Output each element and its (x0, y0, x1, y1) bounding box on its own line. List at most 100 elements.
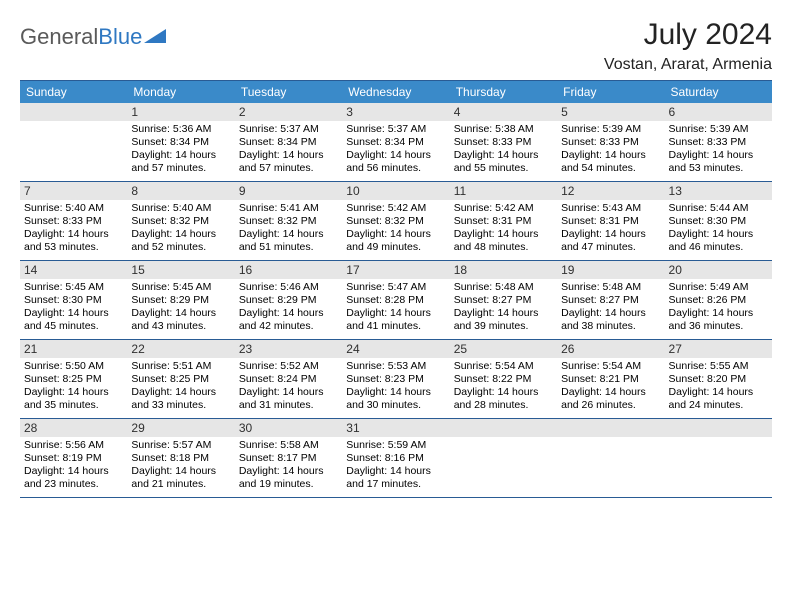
cell-line: Daylight: 14 hours and 48 minutes. (454, 228, 553, 254)
cell-line: Daylight: 14 hours and 39 minutes. (454, 307, 553, 333)
day-number: 28 (20, 419, 127, 437)
day-number: 23 (235, 340, 342, 358)
cell-line: Sunrise: 5:40 AM (24, 202, 123, 215)
calendar-cell: 22Sunrise: 5:51 AMSunset: 8:25 PMDayligh… (127, 340, 234, 418)
day-number: 10 (342, 182, 449, 200)
day-number: 18 (450, 261, 557, 279)
cell-line: Sunset: 8:24 PM (239, 373, 338, 386)
cell-line: Sunset: 8:34 PM (346, 136, 445, 149)
cell-line: Sunset: 8:33 PM (24, 215, 123, 228)
cell-line: Daylight: 14 hours and 54 minutes. (561, 149, 660, 175)
cell-line: Sunrise: 5:48 AM (454, 281, 553, 294)
cell-line: Sunrise: 5:56 AM (24, 439, 123, 452)
calendar-cell: 3Sunrise: 5:37 AMSunset: 8:34 PMDaylight… (342, 103, 449, 181)
day-header: Saturday (665, 81, 772, 103)
cell-line: Sunrise: 5:55 AM (669, 360, 768, 373)
cell-line: Daylight: 14 hours and 57 minutes. (239, 149, 338, 175)
cell-line: Sunrise: 5:47 AM (346, 281, 445, 294)
day-number (20, 103, 127, 121)
day-number: 30 (235, 419, 342, 437)
calendar-cell: 1Sunrise: 5:36 AMSunset: 8:34 PMDaylight… (127, 103, 234, 181)
week-row: 7Sunrise: 5:40 AMSunset: 8:33 PMDaylight… (20, 182, 772, 261)
cell-line: Sunrise: 5:45 AM (24, 281, 123, 294)
calendar-cell: 21 Sunrise: 5:50 AMSunset: 8:25 PMDayligh… (20, 340, 127, 418)
logo-triangle-icon (144, 23, 166, 49)
cell-line: Sunrise: 5:59 AM (346, 439, 445, 452)
calendar-cell: 16Sunrise: 5:46 AMSunset: 8:29 PMDayligh… (235, 261, 342, 339)
cell-line: Daylight: 14 hours and 35 minutes. (24, 386, 123, 412)
logo: GeneralBlue (20, 18, 166, 50)
cell-line: Daylight: 14 hours and 55 minutes. (454, 149, 553, 175)
calendar-cell: 11Sunrise: 5:42 AMSunset: 8:31 PMDayligh… (450, 182, 557, 260)
calendar-cell: 18Sunrise: 5:48 AMSunset: 8:27 PMDayligh… (450, 261, 557, 339)
cell-line: Sunrise: 5:40 AM (131, 202, 230, 215)
cell-line: Daylight: 14 hours and 49 minutes. (346, 228, 445, 254)
cell-line: Sunset: 8:30 PM (24, 294, 123, 307)
day-number: 22 (127, 340, 234, 358)
cell-line: Sunset: 8:33 PM (454, 136, 553, 149)
day-number: 1 (127, 103, 234, 121)
cell-body: Sunrise: 5:55 AMSunset: 8:20 PMDaylight:… (665, 358, 772, 418)
cell-body: Sunrise: 5:40 AMSunset: 8:33 PMDaylight:… (20, 200, 127, 260)
cell-body: Sunrise: 5:41 AMSunset: 8:32 PMDaylight:… (235, 200, 342, 260)
cell-line: Sunrise: 5:50 AM (24, 360, 123, 373)
cell-line: Daylight: 14 hours and 19 minutes. (239, 465, 338, 491)
calendar-cell (20, 103, 127, 181)
cell-line: Sunset: 8:26 PM (669, 294, 768, 307)
cell-line: Sunset: 8:25 PM (131, 373, 230, 386)
cell-body: Sunrise: 5:57 AMSunset: 8:18 PMDaylight:… (127, 437, 234, 497)
day-header-row: SundayMondayTuesdayWednesdayThursdayFrid… (20, 81, 772, 103)
cell-line: Daylight: 14 hours and 21 minutes. (131, 465, 230, 491)
cell-body: Sunrise: 5:53 AMSunset: 8:23 PMDaylight:… (342, 358, 449, 418)
cell-body (557, 437, 664, 445)
cell-line: Daylight: 14 hours and 28 minutes. (454, 386, 553, 412)
cell-line: Sunset: 8:28 PM (346, 294, 445, 307)
calendar-cell: 30Sunrise: 5:58 AMSunset: 8:17 PMDayligh… (235, 419, 342, 497)
calendar-cell: 31Sunrise: 5:59 AMSunset: 8:16 PMDayligh… (342, 419, 449, 497)
cell-body: Sunrise: 5:59 AMSunset: 8:16 PMDaylight:… (342, 437, 449, 497)
cell-line: Sunset: 8:29 PM (131, 294, 230, 307)
cell-line: Sunrise: 5:49 AM (669, 281, 768, 294)
day-number: 5 (557, 103, 664, 121)
calendar-cell: 8Sunrise: 5:40 AMSunset: 8:32 PMDaylight… (127, 182, 234, 260)
cell-line: Sunset: 8:23 PM (346, 373, 445, 386)
cell-line: Sunrise: 5:58 AM (239, 439, 338, 452)
cell-line: Sunset: 8:32 PM (131, 215, 230, 228)
calendar-cell: 27Sunrise: 5:55 AMSunset: 8:20 PMDayligh… (665, 340, 772, 418)
cell-line: Sunset: 8:30 PM (669, 215, 768, 228)
day-number: 27 (665, 340, 772, 358)
day-number: 21 (20, 340, 127, 358)
cell-line: Daylight: 14 hours and 52 minutes. (131, 228, 230, 254)
calendar-cell (450, 419, 557, 497)
cell-body: Sunrise: 5:39 AMSunset: 8:33 PMDaylight:… (557, 121, 664, 181)
cell-line: Sunset: 8:25 PM (24, 373, 123, 386)
day-number (557, 419, 664, 437)
cell-line: Sunrise: 5:38 AM (454, 123, 553, 136)
week-row: 14Sunrise: 5:45 AMSunset: 8:30 PMDayligh… (20, 261, 772, 340)
cell-body (450, 437, 557, 445)
calendar-cell: 23Sunrise: 5:52 AMSunset: 8:24 PMDayligh… (235, 340, 342, 418)
day-number: 20 (665, 261, 772, 279)
day-number: 7 (20, 182, 127, 200)
day-header: Sunday (20, 81, 127, 103)
day-number: 17 (342, 261, 449, 279)
cell-line: Sunset: 8:34 PM (239, 136, 338, 149)
cell-line: Daylight: 14 hours and 46 minutes. (669, 228, 768, 254)
cell-body: Sunrise: 5:38 AMSunset: 8:33 PMDaylight:… (450, 121, 557, 181)
cell-body: Sunrise: 5:39 AMSunset: 8:33 PMDaylight:… (665, 121, 772, 181)
cell-line: Sunset: 8:21 PM (561, 373, 660, 386)
week-row: 1Sunrise: 5:36 AMSunset: 8:34 PMDaylight… (20, 103, 772, 182)
day-number: 2 (235, 103, 342, 121)
day-number: 12 (557, 182, 664, 200)
cell-line: Sunrise: 5:52 AM (239, 360, 338, 373)
cell-line: Sunset: 8:29 PM (239, 294, 338, 307)
cell-line: Sunrise: 5:42 AM (454, 202, 553, 215)
cell-line: Sunrise: 5:53 AM (346, 360, 445, 373)
cell-body: Sunrise: 5:48 AMSunset: 8:27 PMDaylight:… (450, 279, 557, 339)
day-number: 19 (557, 261, 664, 279)
cell-body: Sunrise: 5:49 AMSunset: 8:26 PMDaylight:… (665, 279, 772, 339)
cell-line: Daylight: 14 hours and 45 minutes. (24, 307, 123, 333)
calendar-cell: 4Sunrise: 5:38 AMSunset: 8:33 PMDaylight… (450, 103, 557, 181)
cell-line: Daylight: 14 hours and 30 minutes. (346, 386, 445, 412)
calendar-cell: 19Sunrise: 5:48 AMSunset: 8:27 PMDayligh… (557, 261, 664, 339)
